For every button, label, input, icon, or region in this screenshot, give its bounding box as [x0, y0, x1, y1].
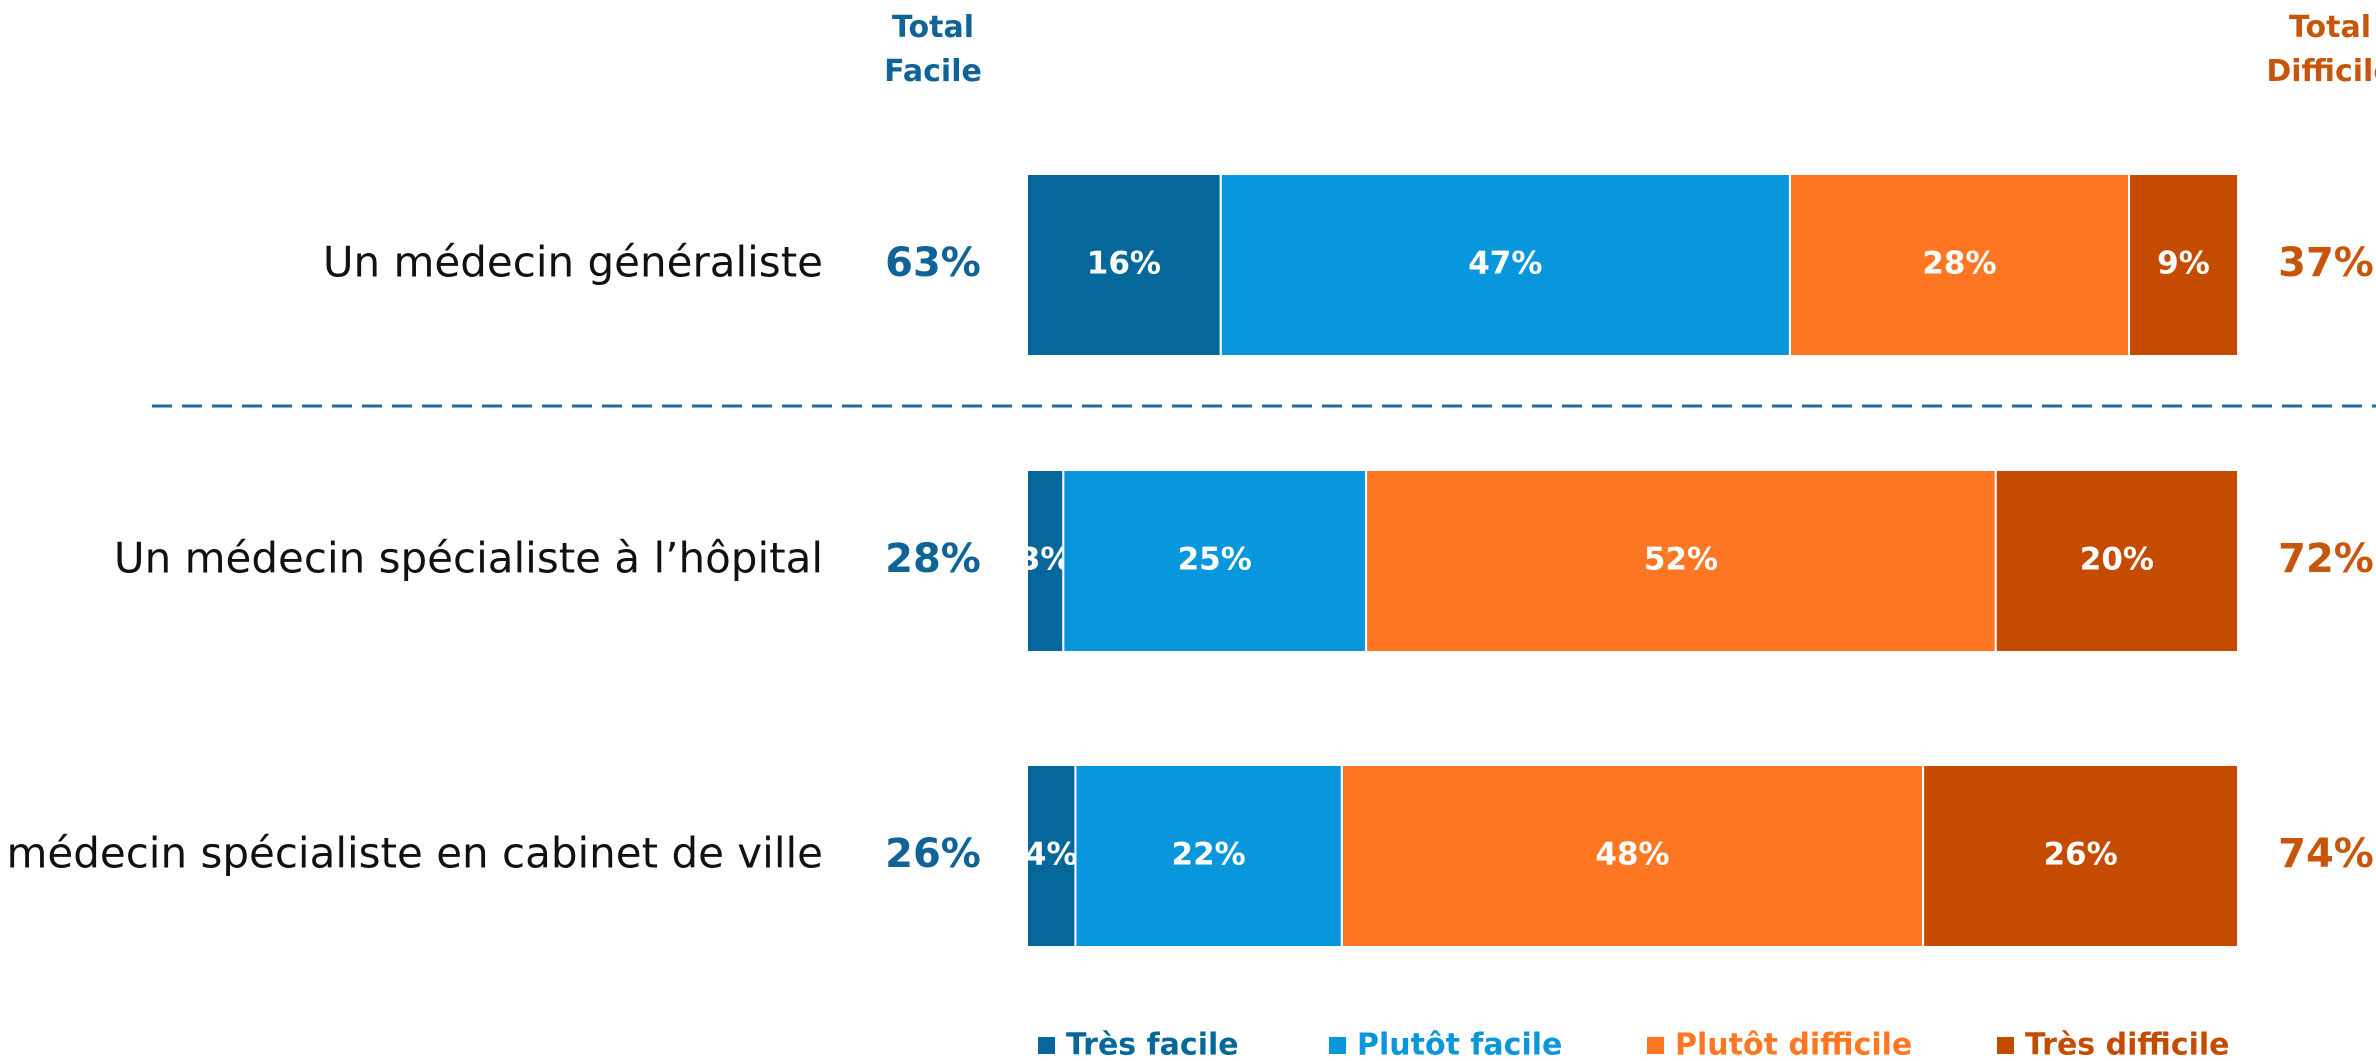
bar-segment — [2128, 173, 2240, 357]
value-label: 16% — [1087, 246, 1161, 282]
legend-swatch — [1038, 1037, 1055, 1054]
total-header: Total Facile — [884, 10, 982, 89]
value-label: 20% — [2080, 542, 2154, 578]
value-label: 47% — [1468, 246, 1542, 282]
value-label: 4% — [1025, 837, 1078, 873]
value-label: 52% — [1644, 542, 1718, 578]
category-label: Un médecin spécialiste à l’hôpital — [114, 534, 823, 583]
bar-segment — [1219, 173, 1791, 357]
legend-swatch — [1647, 1037, 1664, 1054]
bar-segment — [1074, 764, 1343, 948]
legend-label: Plutôt difficile — [1675, 1028, 1912, 1061]
total-header: Total Difficile — [2266, 10, 2376, 89]
total-value: 63% — [885, 240, 981, 286]
value-label: 25% — [1178, 542, 1252, 578]
bar-segment — [1062, 469, 1368, 653]
total-value: 72% — [2278, 536, 2374, 582]
category-label: Un médecin généraliste — [323, 238, 823, 287]
value-label: 48% — [1595, 837, 1669, 873]
bar-segment — [1026, 764, 1077, 948]
total-value: 26% — [885, 831, 981, 877]
category-label: Un médecin spécialiste en cabinet de vil… — [0, 829, 823, 878]
bar-segment — [1994, 469, 2240, 653]
total-value: 74% — [2278, 831, 2374, 877]
legend-swatch — [1329, 1037, 1346, 1054]
legend-label: Très facile — [1066, 1028, 1239, 1061]
legend-label: Très difficile — [2025, 1028, 2230, 1061]
total-value: 28% — [885, 536, 981, 582]
bar-segment — [1788, 173, 2131, 357]
value-label: 26% — [2043, 837, 2117, 873]
legend-label: Plutôt facile — [1357, 1028, 1562, 1061]
bar-segment — [1365, 469, 1997, 653]
bar-segment — [1922, 764, 2239, 948]
bar-segment — [1340, 764, 1925, 948]
bar-segment — [1026, 173, 1222, 357]
value-label: 22% — [1172, 837, 1246, 873]
legend-swatch — [1997, 1037, 2014, 1054]
value-label: 9% — [2157, 246, 2210, 282]
value-label: 28% — [1922, 246, 1996, 282]
total-value: 37% — [2278, 240, 2374, 286]
